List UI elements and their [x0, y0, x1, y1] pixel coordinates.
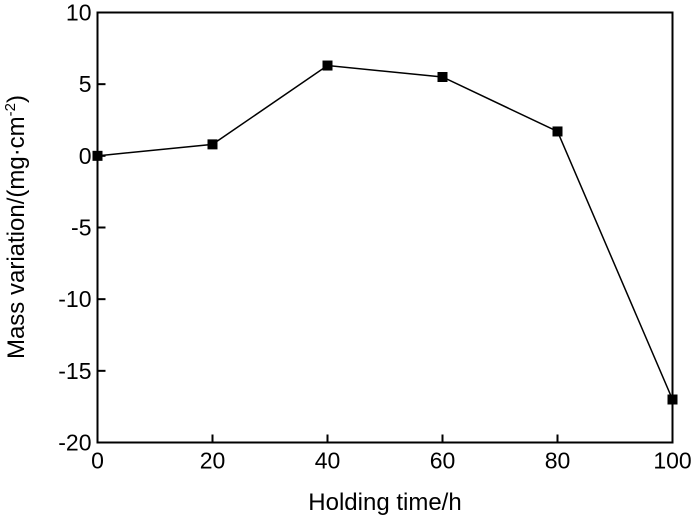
tick-labels: 0 20 40 60 80 100 10 5 0 -5 -10 -15 -20: [58, 0, 691, 474]
series-group: [92, 60, 678, 405]
y-axis-title-main: Mass variation/(mg·cm: [3, 116, 30, 359]
data-point-x60: [437, 72, 448, 82]
x-tick-label-80: 80: [545, 448, 571, 474]
x-tick-label-20: 20: [200, 448, 226, 474]
y-axis-title-close: ): [3, 95, 30, 103]
x-tick-label-100: 100: [653, 448, 691, 474]
tick-marks: [96, 11, 674, 444]
x-tick-label-40: 40: [315, 448, 341, 474]
data-point-x0: [92, 150, 103, 161]
y-tick-label--10: -10: [58, 286, 91, 312]
series-line-0: [97, 64, 674, 400]
y-tick-label--5: -5: [71, 215, 91, 241]
data-point-x80: [552, 126, 563, 137]
y-tick-label-5: 5: [79, 71, 92, 97]
data-point-x100: [667, 394, 678, 405]
y-tick-label-10: 10: [66, 0, 92, 26]
x-tick-label-60: 60: [430, 448, 456, 474]
x-tick-label-0: 0: [91, 448, 104, 474]
x-axis-title: Holding time/h: [308, 489, 461, 516]
y-tick-label--20: -20: [58, 430, 91, 456]
y-tick-label-0: 0: [79, 143, 92, 169]
data-point-x40: [322, 60, 333, 71]
data-point-x20: [207, 139, 218, 150]
y-tick-label--15: -15: [58, 358, 91, 384]
y-axis-title-superscript: -2: [2, 103, 19, 116]
y-axis-title: Mass variation/(mg·cm-2): [2, 95, 30, 359]
plot-frame: [96, 11, 674, 444]
